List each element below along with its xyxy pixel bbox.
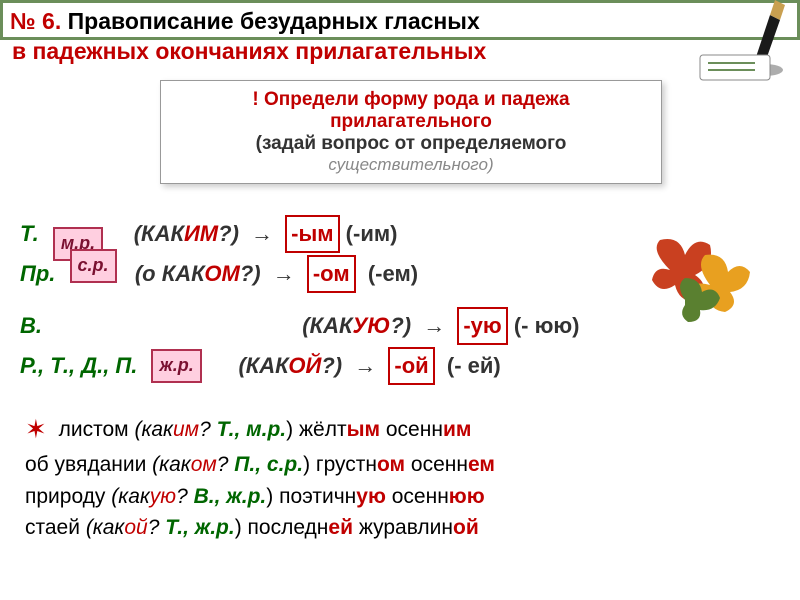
ending-box: -ой: [388, 347, 434, 385]
arrow-icon: →: [423, 313, 445, 338]
arrow-icon: →: [251, 221, 273, 246]
hint-box: ! Определи форму рода и падежа прилагате…: [160, 80, 662, 184]
rule-row-v: В. (КАКУЮ?) → -ую (- юю): [20, 307, 780, 345]
title-line2: в падежных окончаниях прилагательных: [12, 38, 486, 65]
examples-block: ✶ листом (каким? Т., м.р.) жёлтым осенни…: [25, 410, 775, 544]
hint-line1: ! Определи форму рода и падежа прилагате…: [171, 89, 651, 133]
ending-box: -ым: [285, 215, 339, 253]
rule-row-rtdp: Р., Т., Д., П. ж.р. (КАКОЙ?) → -ой (- ей…: [20, 347, 780, 385]
example-line-4: стаей (какой? Т., ж.р.) последней журавл…: [25, 512, 775, 544]
gender-sr: с.р.: [70, 249, 117, 283]
arrow-icon: →: [273, 261, 295, 286]
arrow-icon: →: [354, 353, 376, 378]
hint-line3: существительного): [171, 155, 651, 175]
rule-row-t: Т. м.р. (КАКИМ?) → -ым (-им): [20, 215, 780, 253]
hint-line2: (задай вопрос от определяемого: [171, 133, 651, 155]
ending-box: -ую: [457, 307, 507, 345]
ending-box: -ом: [307, 255, 356, 293]
title: № 6. Правописание безударных гласных: [10, 8, 480, 35]
example-line-3: природу (какую? В., ж.р.) поэтичную осен…: [25, 481, 775, 513]
star-icon: ✶: [25, 410, 47, 449]
example-line-2: об увядании (каком? П., с.р.) грустном о…: [25, 449, 775, 481]
title-line1: Правописание безударных гласных: [68, 8, 480, 34]
example-line-1: ✶ листом (каким? Т., м.р.) жёлтым осенни…: [25, 410, 775, 449]
rules-block: Т. м.р. (КАКИМ?) → -ым (-им) Пр. с.р. (о…: [20, 215, 780, 387]
pen-icon: [680, 0, 800, 95]
title-number: № 6.: [10, 8, 61, 34]
gender-zr: ж.р.: [151, 349, 201, 383]
rule-row-pr: Пр. с.р. (о КАКОМ?) → -ом (-ем): [20, 255, 780, 293]
